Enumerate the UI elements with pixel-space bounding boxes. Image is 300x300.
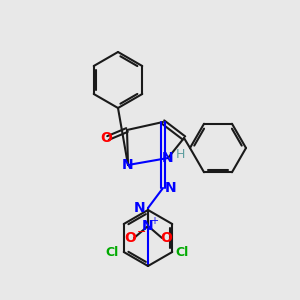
Text: N: N	[162, 151, 174, 165]
Text: N: N	[122, 158, 134, 172]
Text: −: −	[137, 227, 147, 237]
Text: N: N	[134, 201, 146, 215]
Text: H: H	[175, 148, 185, 161]
Text: +: +	[150, 216, 158, 226]
Text: O: O	[100, 131, 112, 145]
Text: O: O	[124, 231, 136, 245]
Text: N: N	[142, 219, 154, 233]
Text: Cl: Cl	[176, 245, 189, 259]
Text: Cl: Cl	[105, 245, 119, 259]
Text: O: O	[160, 231, 172, 245]
Text: N: N	[165, 181, 177, 195]
